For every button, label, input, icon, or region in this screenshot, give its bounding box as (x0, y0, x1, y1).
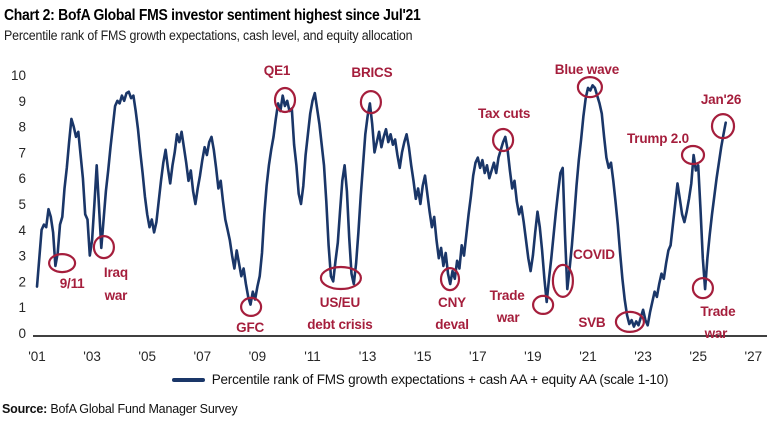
y-tick-label: 7 (18, 145, 26, 160)
annotation-circle-qe1 (273, 86, 297, 114)
y-tick-label: 6 (18, 171, 26, 186)
annotation-label-svb: SVB (578, 315, 606, 330)
x-tick-label: '13 (359, 349, 377, 364)
annotation-label-jan-26: Jan'26 (701, 92, 742, 107)
x-tick-label: '09 (249, 349, 267, 364)
annotation-circle-nine-eleven (47, 253, 77, 274)
annotation-circle-jan-26 (710, 112, 736, 140)
chart-header: Chart 2: BofA Global FMS investor sentim… (0, 0, 770, 43)
annotation-circle-cny-deval (439, 267, 461, 292)
annotation-circle-iraq-war (92, 235, 116, 260)
annotation-label-trade-war-2025: war (704, 326, 729, 341)
y-tick-label: 9 (18, 94, 26, 109)
x-tick-label: '19 (524, 349, 542, 364)
annotation-circle-brics (359, 89, 382, 115)
annotation-circle-blue-wave (576, 75, 604, 99)
x-tick-label: '23 (634, 349, 652, 364)
annotation-circle-svb (614, 310, 646, 333)
y-tick-label: 0 (18, 326, 26, 341)
annotation-label-covid: COVID (573, 247, 615, 262)
annotation-circle-covid (551, 263, 575, 298)
y-tick-label: 2 (18, 274, 26, 289)
annotation-label-trade-war-2025: Trade (700, 304, 736, 319)
annotation-label-iraq-war: Iraq (104, 265, 128, 280)
x-tick-label: '01 (28, 349, 46, 364)
x-tick-label: '17 (469, 349, 487, 364)
annotation-label-cny-deval: deval (435, 317, 469, 332)
chart-legend: Percentile rank of FMS growth expectatio… (0, 372, 770, 387)
y-tick-label: 5 (18, 197, 26, 212)
annotation-circle-trade-war-2025 (691, 277, 715, 300)
legend-line-swatch (171, 377, 205, 382)
x-tick-label: '03 (83, 349, 101, 364)
annotation-label-tax-cuts: Tax cuts (478, 106, 530, 121)
chart-title: Chart 2: BofA Global FMS investor sentim… (4, 7, 421, 24)
annotation-label-trump-2-0: Trump 2.0 (627, 131, 689, 146)
annotation-label-cny-deval: CNY (438, 295, 466, 310)
source-text: BofA Global Fund Manager Survey (50, 402, 238, 416)
annotation-circle-trade-war-2019 (531, 294, 555, 315)
annotation-label-us-eu-debt-crisis: debt crisis (307, 317, 372, 332)
y-tick-label: 1 (18, 300, 26, 315)
source-label: Source: (2, 402, 48, 416)
y-tick-label: 8 (18, 120, 26, 135)
x-tick-label: '05 (138, 349, 156, 364)
annotation-label-us-eu-debt-crisis: US/EU (320, 295, 360, 310)
annotation-label-trade-war-2019: Trade (490, 288, 526, 303)
sentiment-line-chart: 0 1 2 3 4 5 6 7 8 9 10 '01 '03 '05 '07 '09 '11 '13 '15 '17 '… (11, 62, 767, 364)
annotation-circle-tax-cuts (492, 127, 515, 153)
x-tick-label: '27 (745, 349, 763, 364)
annotation-label-gfc: GFC (236, 320, 264, 335)
y-tick-label: 4 (18, 223, 26, 238)
annotation-label-blue-wave: Blue wave (555, 62, 620, 77)
annotation-label-iraq-war: war (104, 288, 129, 303)
x-tick-label: '25 (689, 349, 707, 364)
x-tick-label: '21 (579, 349, 597, 364)
x-tick-label: '11 (304, 349, 321, 364)
annotation-label-qe1: QE1 (264, 63, 291, 78)
annotation-circle-us-eu-debt-crisis (319, 265, 362, 291)
x-tick-label: '07 (194, 349, 212, 364)
legend-label: Percentile rank of FMS growth expectatio… (211, 372, 669, 387)
annotation-label-trade-war-2019: war (496, 310, 521, 325)
x-tick-label: '15 (414, 349, 432, 364)
series-line (35, 83, 728, 328)
annotation-label-brics: BRICS (351, 65, 392, 80)
annotation-circle-gfc (240, 296, 263, 317)
annotation-circle-trump-2-0 (680, 144, 706, 166)
annotation-label-nine-eleven: 9/11 (60, 276, 85, 291)
y-tick-label: 3 (18, 249, 26, 264)
chart-subtitle: Percentile rank of FMS growth expectatio… (4, 28, 413, 43)
source-row: Source: BofA Global Fund Manager Survey (2, 402, 770, 416)
y-tick-label: 10 (11, 68, 26, 83)
